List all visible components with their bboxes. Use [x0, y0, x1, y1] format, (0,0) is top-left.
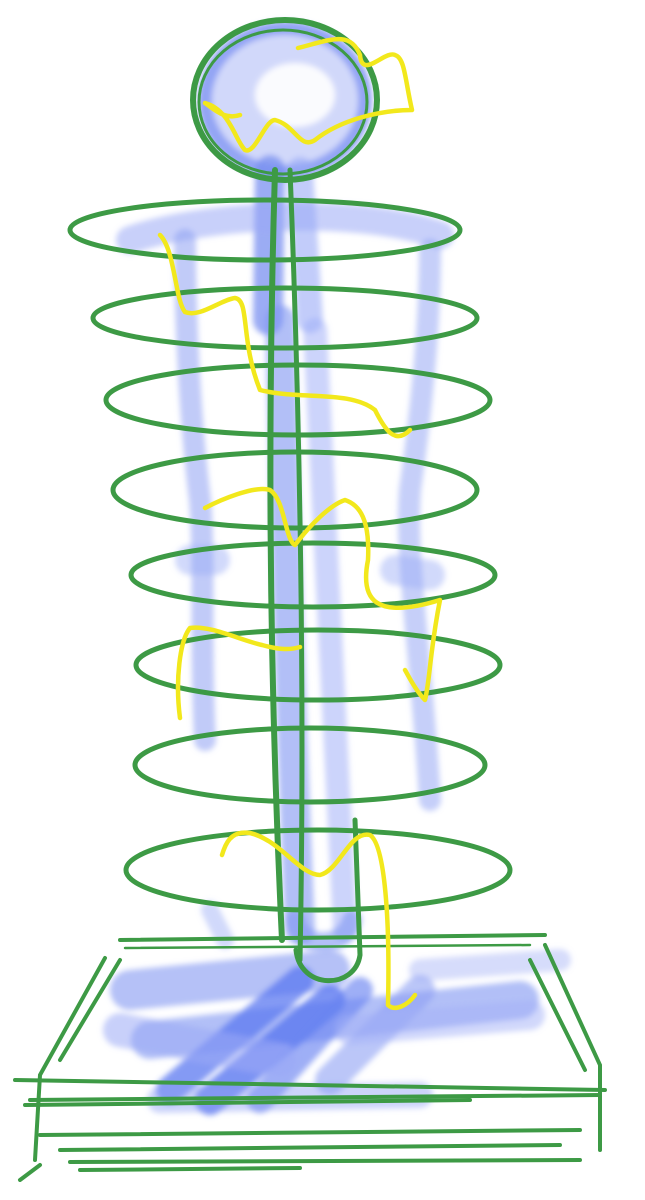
- green-pedestal-base: [13, 933, 607, 1182]
- yellow-scribbles: [157, 36, 443, 1011]
- blue-figure: [116, 21, 454, 953]
- green-spiral-coil: [67, 17, 513, 984]
